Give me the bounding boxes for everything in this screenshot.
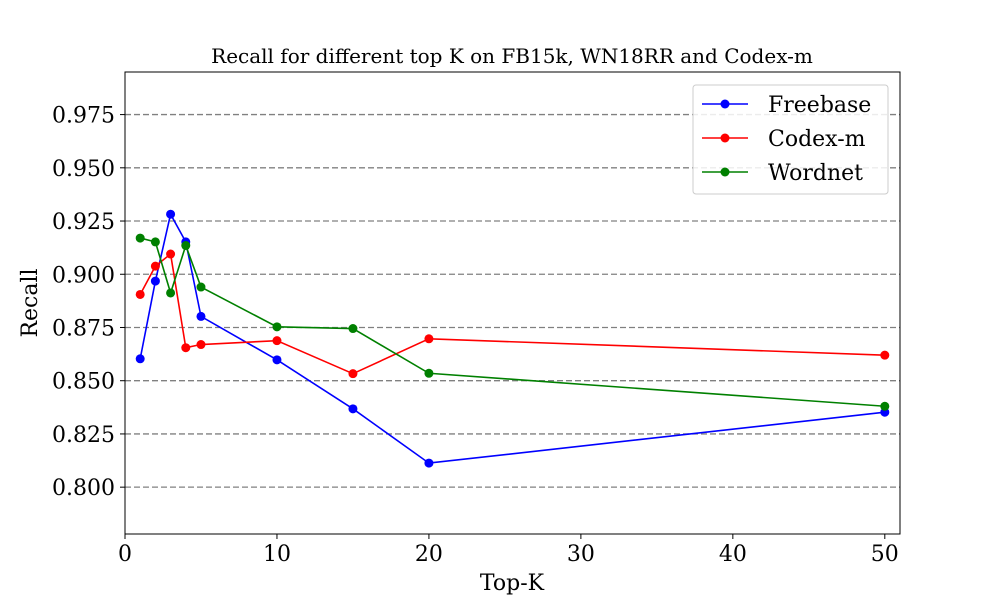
data-point-freebase — [135, 354, 145, 364]
y-tick-label: 0.925 — [52, 210, 115, 235]
data-point-codex-m — [181, 343, 191, 353]
data-point-freebase — [348, 404, 358, 414]
data-point-wordnet — [166, 288, 176, 298]
x-tick-label: 30 — [567, 542, 595, 567]
data-point-wordnet — [196, 282, 206, 292]
series-line-freebase — [139, 211, 885, 464]
x-tick-label: 0 — [118, 542, 132, 567]
data-point-wordnet — [272, 322, 282, 332]
data-point-codex-m — [135, 289, 145, 299]
y-tick-label: 0.950 — [52, 157, 115, 182]
series-layer — [135, 209, 890, 468]
data-point-freebase — [150, 276, 160, 286]
series-codex-m — [135, 249, 890, 379]
legend-label-wordnet: Wordnet — [768, 161, 863, 186]
data-point-freebase — [166, 209, 176, 219]
legend-marker-wordnet — [720, 167, 730, 177]
series-wordnet — [135, 233, 890, 411]
legend-box — [692, 84, 889, 195]
data-point-freebase — [196, 311, 206, 321]
data-point-wordnet — [150, 237, 160, 247]
y-tick-label: 0.900 — [52, 263, 115, 288]
chart-title: Recall for different top K on FB15k, WN1… — [211, 44, 813, 68]
y-tick-label: 0.975 — [52, 104, 115, 129]
data-point-codex-m — [150, 261, 160, 271]
legend-label-codex-m: Codex-m — [768, 127, 866, 152]
x-axis-label: Top-K — [480, 571, 545, 596]
data-point-freebase — [424, 458, 434, 468]
y-tick-label: 0.825 — [52, 423, 115, 448]
y-axis-label: Recall — [18, 268, 43, 337]
series-freebase — [135, 209, 890, 468]
data-point-codex-m — [196, 340, 206, 350]
axes-ticks: 0.800 0.825 0.850 0.875 0.900 0.925 0.950 0.975… — [52, 104, 899, 567]
y-tick-label: 0.800 — [52, 476, 115, 501]
legend-marker-freebase — [720, 99, 730, 109]
data-point-wordnet — [135, 233, 145, 243]
data-point-freebase — [272, 355, 282, 365]
data-point-wordnet — [348, 324, 358, 334]
data-point-codex-m — [424, 334, 434, 344]
data-point-codex-m — [880, 350, 890, 360]
grid — [125, 113, 900, 488]
data-point-wordnet — [880, 401, 890, 411]
legend-label-freebase: Freebase — [768, 93, 871, 118]
x-tick-label: 10 — [263, 542, 291, 567]
x-tick-label: 50 — [871, 542, 899, 567]
legend: Freebase Codex-m Wordnet — [692, 84, 889, 195]
y-tick-label: 0.850 — [52, 370, 115, 395]
x-tick-label: 20 — [415, 542, 443, 567]
x-tick-label: 40 — [719, 542, 747, 567]
plot-frame — [124, 71, 901, 535]
data-point-codex-m — [166, 249, 176, 259]
data-point-codex-m — [348, 369, 358, 379]
data-point-wordnet — [424, 368, 434, 378]
y-tick-label: 0.875 — [52, 316, 115, 341]
legend-marker-codex-m — [720, 133, 730, 143]
data-point-wordnet — [181, 241, 191, 251]
data-point-codex-m — [272, 336, 282, 346]
